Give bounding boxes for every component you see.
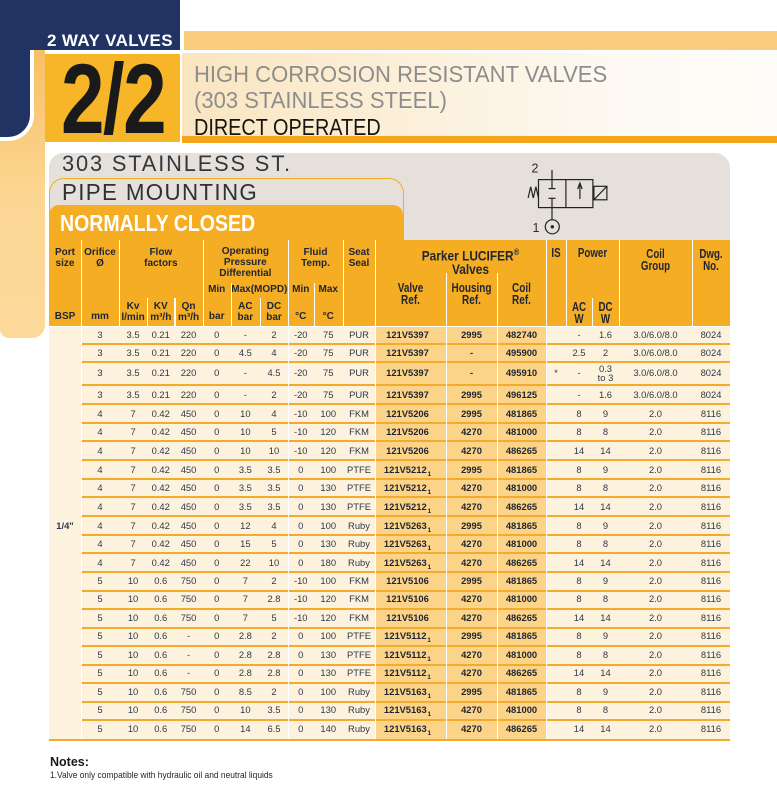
svg-text:1: 1	[533, 221, 540, 235]
svg-text:2: 2	[532, 162, 539, 176]
